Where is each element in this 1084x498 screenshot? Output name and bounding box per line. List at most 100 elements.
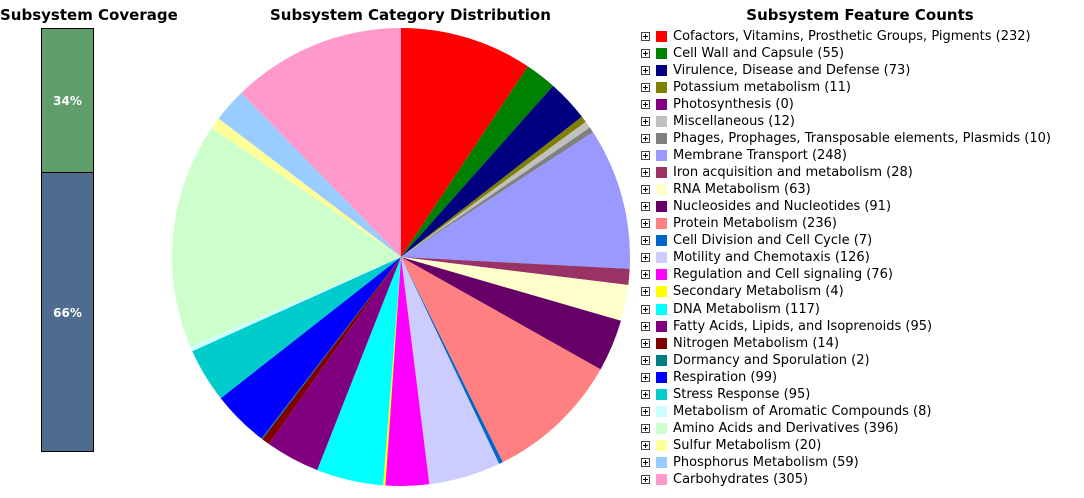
pie-slice (211, 118, 401, 257)
legend-item: Nitrogen Metabolism (14) (641, 335, 1051, 352)
expand-plus-icon[interactable] (641, 49, 650, 59)
legend-swatch (656, 150, 667, 162)
pie-slice (385, 257, 430, 487)
legend-label: Regulation and Cell signaling (76) (673, 267, 893, 283)
expand-plus-icon[interactable] (641, 151, 650, 161)
expand-plus-icon[interactable] (641, 406, 650, 416)
legend-item: DNA Metabolism (117) (641, 301, 1051, 318)
legend-label: Cell Division and Cell Cycle (7) (673, 233, 873, 249)
expand-plus-icon[interactable] (641, 32, 650, 42)
legend-swatch (656, 371, 667, 383)
expand-plus-icon[interactable] (641, 219, 650, 229)
pie-chart-title: Subsystem Category Distribution (270, 6, 551, 24)
legend-item: Nucleosides and Nucleotides (91) (641, 198, 1051, 215)
legend-label: Photosynthesis (0) (673, 97, 794, 113)
legend-item: Cofactors, Vitamins, Prosthetic Groups, … (641, 28, 1051, 45)
legend-swatch (656, 422, 667, 434)
expand-plus-icon[interactable] (641, 134, 650, 144)
legend-item: Fatty Acids, Lipids, and Isoprenoids (95… (641, 318, 1051, 335)
legend-item: Protein Metabolism (236) (641, 215, 1051, 232)
legend-label: Sulfur Metabolism (20) (673, 437, 822, 453)
pie-slice (383, 257, 401, 486)
legend-label: Respiration (99) (673, 369, 778, 385)
expand-plus-icon[interactable] (641, 66, 650, 76)
legend-swatch (656, 337, 667, 349)
expand-plus-icon[interactable] (641, 270, 650, 280)
legend-label: Cell Wall and Capsule (55) (673, 46, 845, 62)
legend-label: Potassium metabolism (11) (673, 80, 851, 96)
legend-swatch (656, 405, 667, 417)
legend-swatch (656, 82, 667, 94)
legend-item: Iron acquisition and metabolism (28) (641, 164, 1051, 181)
legend-swatch (656, 65, 667, 77)
legend-swatch (656, 31, 667, 43)
legend-item: Metabolism of Aromatic Compounds (8) (641, 403, 1051, 420)
expand-plus-icon[interactable] (641, 236, 650, 246)
pie-slice (241, 28, 401, 257)
expand-plus-icon[interactable] (641, 440, 650, 450)
legend-swatch (656, 286, 667, 298)
legend-swatch (656, 201, 667, 213)
expand-plus-icon[interactable] (641, 253, 650, 263)
expand-plus-icon[interactable] (641, 372, 650, 382)
pie-slice (262, 257, 401, 445)
legend-item: Stress Response (95) (641, 386, 1051, 403)
expand-plus-icon[interactable] (641, 83, 650, 93)
legend-label: Motility and Chemotaxis (126) (673, 250, 870, 266)
pie-slice (401, 127, 594, 258)
pie-slice (268, 257, 401, 471)
pie-slice (401, 28, 528, 257)
expand-plus-icon[interactable] (641, 474, 650, 484)
legend-swatch (656, 99, 667, 111)
pie-slice (172, 127, 401, 347)
legend-label: Iron acquisition and metabolism (28) (673, 165, 913, 181)
legend-item: Secondary Metabolism (4) (641, 283, 1051, 300)
coverage-title: Subsystem Coverage (0, 6, 178, 24)
expand-plus-icon[interactable] (641, 321, 650, 331)
coverage-segment-in-subsystem: 34% (42, 29, 93, 173)
legend-label: Fatty Acids, Lipids, and Isoprenoids (95… (673, 318, 933, 334)
expand-plus-icon[interactable] (641, 185, 650, 195)
legend-swatch (656, 48, 667, 60)
pie-slice (401, 257, 629, 321)
expand-plus-icon[interactable] (641, 287, 650, 297)
expand-plus-icon[interactable] (641, 117, 650, 127)
legend-label: Phosphorus Metabolism (59) (673, 454, 859, 470)
legend-label: Nucleosides and Nucleotides (91) (673, 199, 892, 215)
legend-swatch (656, 269, 667, 281)
legend-item: Dormancy and Sporulation (2) (641, 352, 1051, 369)
legend-label: Miscellaneous (12) (673, 114, 795, 130)
legend-swatch (656, 167, 667, 179)
legend-label: Metabolism of Aromatic Compounds (8) (673, 403, 932, 419)
legend-label: Nitrogen Metabolism (14) (673, 335, 840, 351)
legend-label: Membrane Transport (248) (673, 148, 847, 164)
pie-slice (261, 257, 401, 440)
legend-swatch (656, 473, 667, 485)
expand-plus-icon[interactable] (641, 168, 650, 178)
pie-slice (218, 92, 401, 258)
pie-chart (172, 28, 630, 487)
expand-plus-icon[interactable] (641, 355, 650, 365)
pie-slice (401, 116, 586, 257)
legend-swatch (656, 439, 667, 451)
legend-swatch (656, 303, 667, 315)
expand-plus-icon[interactable] (641, 423, 650, 433)
expand-plus-icon[interactable] (641, 457, 650, 467)
legend-label: RNA Metabolism (63) (673, 182, 811, 198)
legend-label: Carbohydrates (305) (673, 471, 809, 487)
legend-label: DNA Metabolism (117) (673, 301, 820, 317)
coverage-segment-not-in-subsystem: 66% (42, 173, 93, 451)
pie-slice (401, 85, 582, 257)
legend-item: Virulence, Disease and Defense (73) (641, 62, 1051, 79)
expand-plus-icon[interactable] (641, 389, 650, 399)
expand-plus-icon[interactable] (641, 338, 650, 348)
expand-plus-icon[interactable] (641, 304, 650, 314)
legend-label: Amino Acids and Derivatives (396) (673, 420, 899, 436)
pie-slice (401, 132, 630, 269)
coverage-percent-label: 34% (53, 93, 82, 108)
pie-slice (190, 257, 401, 352)
expand-plus-icon[interactable] (641, 100, 650, 110)
legend-swatch (656, 388, 667, 400)
expand-plus-icon[interactable] (641, 202, 650, 212)
legend-item: Phages, Prophages, Transposable elements… (641, 130, 1051, 147)
